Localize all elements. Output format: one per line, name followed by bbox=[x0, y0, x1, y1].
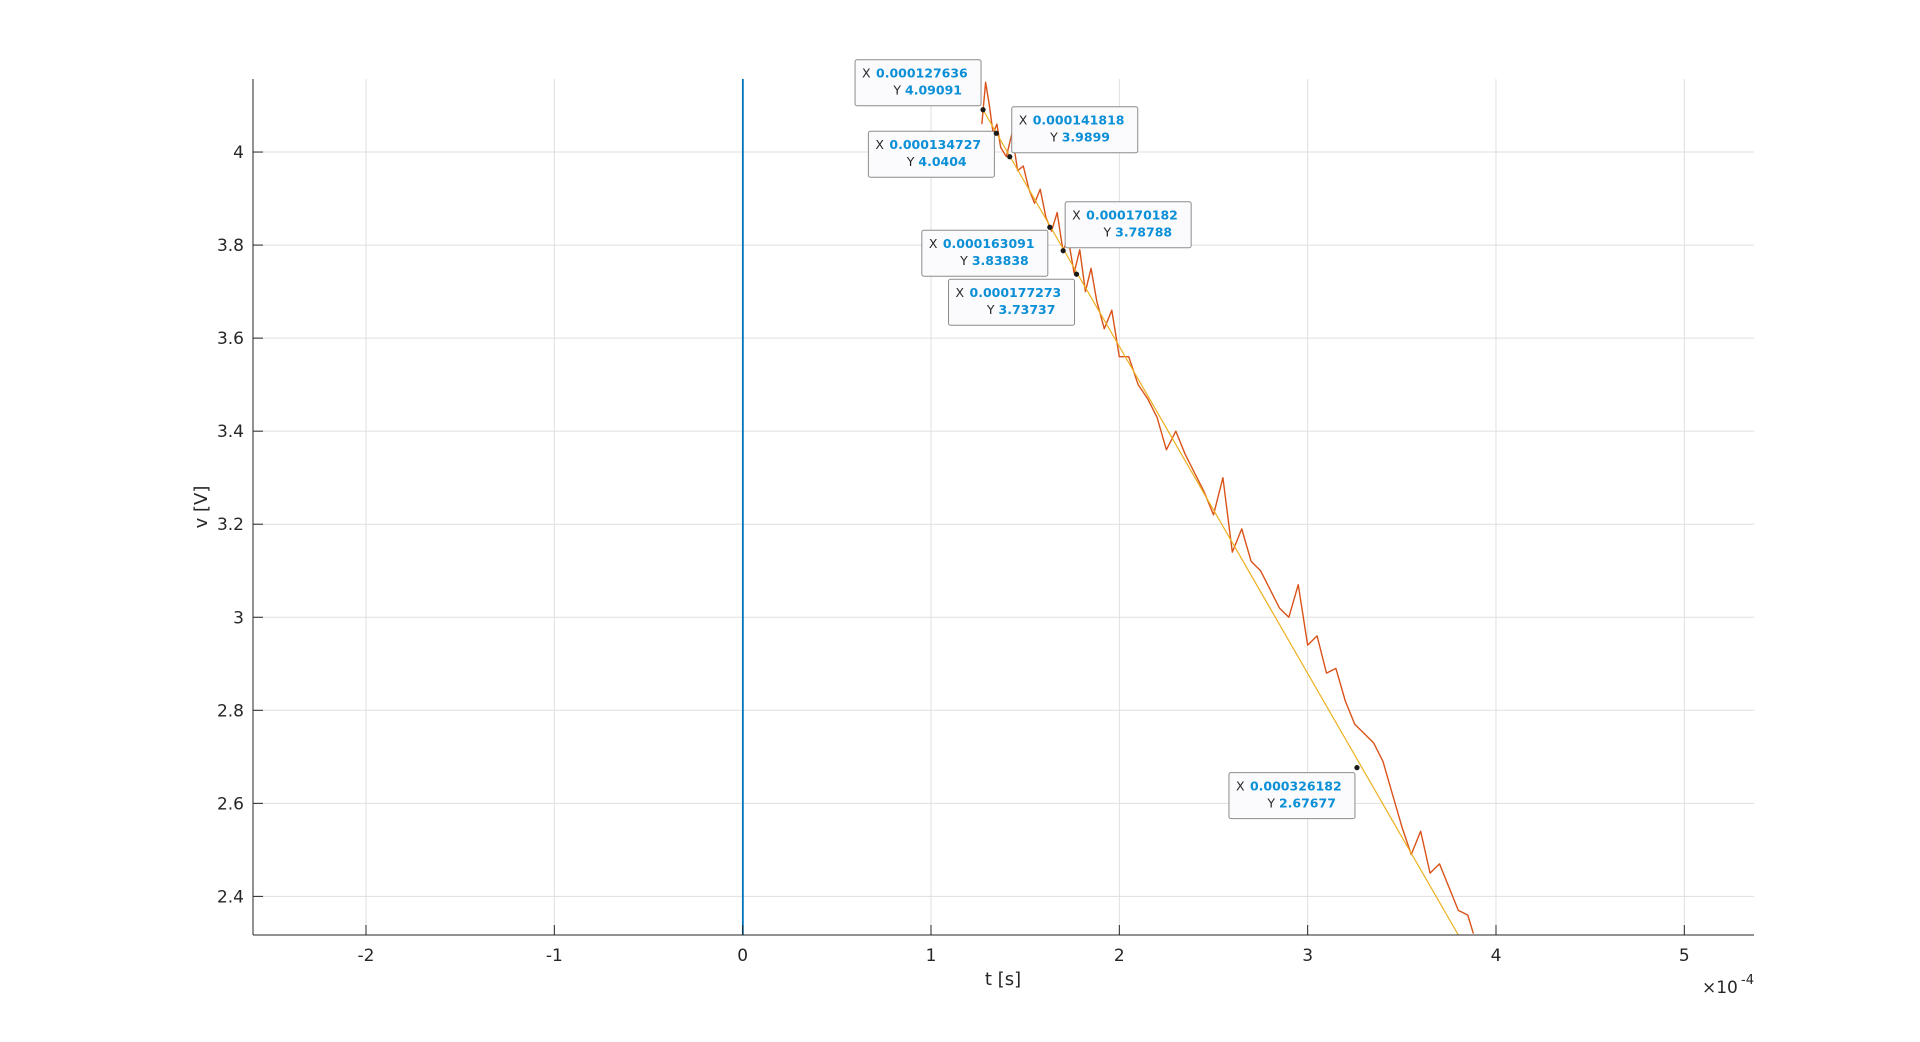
y-tick-label: 2.4 bbox=[217, 887, 244, 907]
datatip-x-value: 0.000326182 bbox=[1250, 779, 1342, 794]
datatip-y-value: 4.0404 bbox=[918, 154, 967, 169]
x-tick-label: 5 bbox=[1679, 946, 1690, 966]
datatip[interactable]: X 0.000127636 Y 4.09091 bbox=[854, 59, 986, 113]
datatip-marker[interactable] bbox=[980, 107, 986, 113]
x-tick-label: 2 bbox=[1114, 946, 1125, 966]
y-tick-label: 3.2 bbox=[217, 515, 244, 535]
datatip-box bbox=[921, 229, 1049, 277]
datatip-y-value: 3.9899 bbox=[1062, 130, 1110, 145]
datatip-x-key: X bbox=[956, 285, 965, 300]
datatip-y-key: Y bbox=[892, 83, 901, 98]
series-layer bbox=[741, 79, 1475, 935]
x-tick-label: -2 bbox=[358, 946, 375, 966]
datatip-y-key: Y bbox=[1049, 130, 1058, 145]
datatip-y-value: 3.73737 bbox=[999, 302, 1056, 317]
series-line-3 bbox=[982, 109, 1459, 935]
x-tick-label: -1 bbox=[546, 946, 563, 966]
datatip-box bbox=[1011, 106, 1139, 154]
datatip-y-value: 4.09091 bbox=[905, 83, 962, 98]
x-tick-label: 0 bbox=[737, 946, 748, 966]
datatip-y-key: Y bbox=[1103, 225, 1112, 240]
datatip-x-value: 0.000134727 bbox=[889, 137, 981, 152]
datatip-marker[interactable] bbox=[1060, 248, 1066, 254]
datatip-x-key: X bbox=[1072, 208, 1081, 223]
y-tick-label: 3.8 bbox=[217, 236, 244, 256]
datatip-y-value: 2.67677 bbox=[1279, 796, 1336, 811]
x-tick-label: 3 bbox=[1302, 946, 1313, 966]
datatip-x-value: 0.000127636 bbox=[876, 66, 968, 81]
datatip-box bbox=[867, 130, 995, 178]
datatip-x-value: 0.000141818 bbox=[1033, 113, 1125, 128]
x-tick-label: 1 bbox=[926, 946, 937, 966]
datatip-x-key: X bbox=[862, 66, 871, 81]
datatip-marker[interactable] bbox=[1007, 154, 1013, 160]
datatip-y-value: 3.83838 bbox=[972, 253, 1029, 268]
datatip-box bbox=[1228, 772, 1356, 820]
y-ticks: 2.4 2.6 2.8 3 3.2 3.4 3.6 3.8 4 bbox=[217, 143, 263, 907]
datatip-marker[interactable] bbox=[1354, 765, 1360, 771]
datatip-box bbox=[854, 59, 982, 107]
datatip-x-key: X bbox=[929, 236, 938, 251]
datatip[interactable]: X 0.000177273 Y 3.73737 bbox=[948, 271, 1080, 326]
datatip[interactable]: X 0.000170182 Y 3.78788 bbox=[1060, 201, 1192, 254]
datatip-x-value: 0.000170182 bbox=[1086, 208, 1178, 223]
x-exponent-label: ×10 -4 bbox=[1702, 973, 1754, 998]
x-ticks: -2 -1 0 1 2 3 4 5 bbox=[358, 925, 1690, 966]
datatip[interactable]: X 0.000326182 Y 2.67677 bbox=[1228, 765, 1360, 820]
y-tick-label: 3.6 bbox=[217, 329, 244, 349]
x-tick-label: 4 bbox=[1491, 946, 1502, 966]
datatip-y-key: Y bbox=[1266, 796, 1275, 811]
series-line-2 bbox=[981, 81, 1475, 934]
datatip-box bbox=[1064, 201, 1192, 249]
datatip-marker[interactable] bbox=[1073, 271, 1080, 277]
datatip-y-value: 3.78788 bbox=[1115, 225, 1172, 240]
x-exponent-base: ×10 bbox=[1702, 978, 1738, 998]
datatip[interactable]: X 0.000163091 Y 3.83838 bbox=[921, 224, 1053, 277]
datatip-y-key: Y bbox=[959, 253, 968, 268]
datatip-box bbox=[948, 278, 1076, 326]
datatip[interactable]: X 0.000141818 Y 3.9899 bbox=[1007, 106, 1139, 160]
y-tick-label: 4 bbox=[233, 143, 244, 163]
y-axis-label: v [V] bbox=[191, 486, 212, 529]
datatip[interactable]: X 0.000134727 Y 4.0404 bbox=[867, 130, 999, 178]
y-tick-label: 2.8 bbox=[217, 701, 244, 721]
x-axis-label: t [s] bbox=[985, 969, 1021, 990]
datatip-x-key: X bbox=[1019, 113, 1028, 128]
datatip-marker[interactable] bbox=[1047, 224, 1053, 230]
datatip-x-value: 0.000163091 bbox=[943, 236, 1035, 251]
x-exponent-power: -4 bbox=[1741, 973, 1754, 988]
axes-lines bbox=[252, 79, 1754, 936]
datatip-x-value: 0.000177273 bbox=[970, 285, 1062, 300]
y-tick-label: 3.4 bbox=[217, 422, 244, 442]
datatip-x-key: X bbox=[1236, 779, 1245, 794]
datatip-marker[interactable] bbox=[993, 130, 999, 136]
datatip-x-key: X bbox=[875, 137, 884, 152]
axes-background bbox=[253, 79, 1754, 935]
y-tick-label: 3 bbox=[233, 608, 244, 628]
datatip-y-key: Y bbox=[906, 154, 915, 169]
y-tick-label: 2.6 bbox=[217, 794, 244, 814]
datatip-y-key: Y bbox=[986, 302, 995, 317]
